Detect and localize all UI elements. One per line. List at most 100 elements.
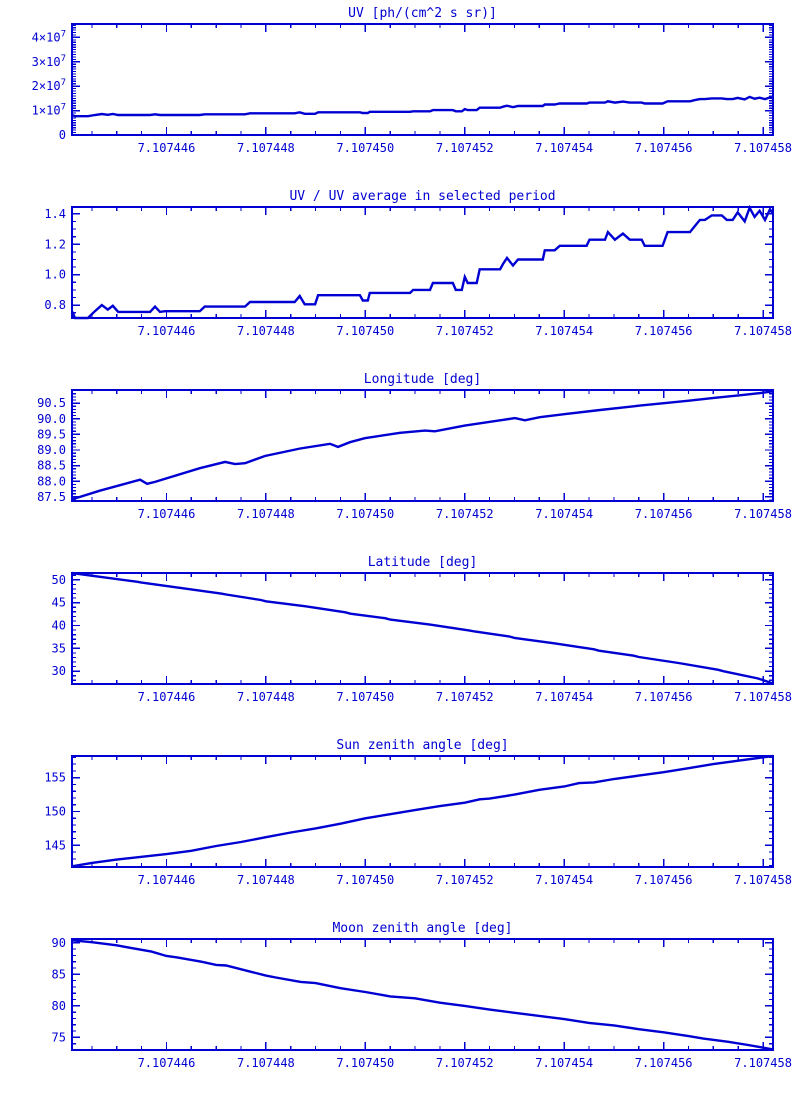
y-tick-label: 45 [52,596,66,610]
x-tick-label: 7.107450 [336,690,394,704]
y-tick-label: 88.0 [37,474,66,488]
axes [71,389,774,502]
x-tick-label: 7.107456 [635,507,693,521]
x-tick-label: 7.107446 [138,141,196,155]
x-tick-label: 7.107456 [635,324,693,338]
y-tick-label: 75 [52,1030,66,1044]
plot-frame [71,572,774,685]
x-tick-label: 7.107454 [535,141,593,155]
data-line-moon-zenith [71,939,774,1051]
x-tick-label: 7.107458 [734,507,792,521]
chart-uv-ratio: UV / UV average in selected period 7.1074… [0,184,800,367]
plot-frame [71,389,774,502]
chart-title: Sun zenith angle [deg] [336,738,508,753]
x-tick-label: 7.107458 [734,690,792,704]
y-tick-label: 2×107 [32,78,66,93]
chart-uv: UV [ph/(cm^2 s sr)] 7.107446 7.107448 7.107… [0,1,800,184]
x-tick-label: 7.107454 [535,507,593,521]
y-tick-label: 90.0 [37,412,66,426]
chart-svg-sun-zenith: Sun zenith angle [deg] 7.107446 7.107448 7.… [44,738,792,887]
data-line-uv-ratio [70,204,774,320]
chart-svg-latitude: Latitude [deg] 7.107446 7.107448 7.107450 7.… [52,555,792,704]
x-tick-label: 7.107454 [535,690,593,704]
axes [71,23,774,136]
x-tick-label: 7.107448 [237,507,295,521]
plot-frame [71,206,774,319]
chart-svg-moon-zenith: Moon zenith angle [deg] 7.107446 7.107448 7… [52,921,792,1070]
y-tick-label: 89.0 [37,443,66,457]
plot-frame [71,938,774,1051]
x-tick-label: 7.107452 [436,690,494,704]
x-tick-label: 7.107458 [734,141,792,155]
y-tick-label: 30 [52,664,66,678]
x-tick-label: 7.107456 [635,873,693,887]
chart-latitude: Latitude [deg] 7.107446 7.107448 7.107450 7.… [0,550,800,733]
x-tick-label: 7.107450 [336,1056,394,1070]
x-tick-label: 7.107452 [436,141,494,155]
y-tick-label: 40 [52,619,66,633]
y-tick-label: 1.2 [44,237,66,251]
x-tick-label: 7.107458 [734,873,792,887]
data-line-latitude [71,571,774,685]
x-tick-label: 7.107448 [237,141,295,155]
y-tick-label: 1.4 [44,207,66,221]
chart-sun-zenith: Sun zenith angle [deg] 7.107446 7.107448 7.… [0,733,800,916]
y-tick-label: 0 [59,128,66,142]
chart-longitude: Longitude [deg] 7.107446 7.107448 7.107450 7… [0,367,800,550]
chart-title: Moon zenith angle [deg] [332,921,512,936]
chart-svg-longitude: Longitude [deg] 7.107446 7.107448 7.107450 7… [37,372,792,521]
x-tick-label: 7.107452 [436,324,494,338]
x-tick-label: 7.107452 [436,873,494,887]
x-tick-label: 7.107454 [535,324,593,338]
y-tick-label: 1.0 [44,268,66,282]
x-tick-label: 7.107452 [436,1056,494,1070]
x-tick-label: 7.107446 [138,873,196,887]
y-tick-label: 88.5 [37,459,66,473]
chart-title: UV [ph/(cm^2 s sr)] [348,6,497,21]
axes [71,938,774,1051]
data-line-longitude [71,390,774,501]
chart-title: Latitude [deg] [368,555,478,570]
x-tick-label: 7.107454 [535,873,593,887]
x-tick-label: 7.107446 [138,1056,196,1070]
x-tick-label: 7.107448 [237,1056,295,1070]
y-tick-label: 50 [52,573,66,587]
chart-svg-uv: UV [ph/(cm^2 s sr)] 7.107446 7.107448 7.107… [32,6,792,155]
x-tick-label: 7.107454 [535,1056,593,1070]
x-tick-label: 7.107450 [336,141,394,155]
x-tick-label: 7.107446 [138,507,196,521]
y-tick-label: 0.8 [44,298,66,312]
plot-frame [71,23,774,136]
x-tick-label: 7.107448 [237,690,295,704]
axes [71,572,774,685]
chart-moon-zenith: Moon zenith angle [deg] 7.107446 7.107448 7… [0,916,800,1099]
x-tick-label: 7.107450 [336,507,394,521]
y-tick-label: 155 [44,771,66,785]
chart-svg-uv-ratio: UV / UV average in selected period 7.1074… [44,189,792,338]
y-tick-label: 145 [44,838,66,852]
x-tick-label: 7.107456 [635,141,693,155]
chart-title: UV / UV average in selected period [289,189,555,204]
data-line-sun-zenith [71,754,774,868]
chart-title: Longitude [deg] [364,372,481,387]
x-tick-label: 7.107456 [635,690,693,704]
data-line-uv [71,95,774,118]
y-tick-label: 35 [52,641,66,655]
y-tick-label: 1×107 [32,103,66,118]
y-tick-label: 89.5 [37,427,66,441]
y-tick-label: 90 [52,936,66,950]
x-tick-label: 7.107446 [138,324,196,338]
x-tick-label: 7.107450 [336,873,394,887]
x-tick-label: 7.107448 [237,324,295,338]
x-tick-label: 7.107448 [237,873,295,887]
x-tick-label: 7.107452 [436,507,494,521]
y-tick-label: 3×107 [32,54,66,69]
y-tick-label: 80 [52,999,66,1013]
x-tick-label: 7.107446 [138,690,196,704]
y-tick-label: 85 [52,967,66,981]
y-tick-label: 4×107 [32,29,66,44]
x-tick-label: 7.107450 [336,324,394,338]
x-tick-label: 7.107458 [734,1056,792,1070]
axes [71,755,774,868]
